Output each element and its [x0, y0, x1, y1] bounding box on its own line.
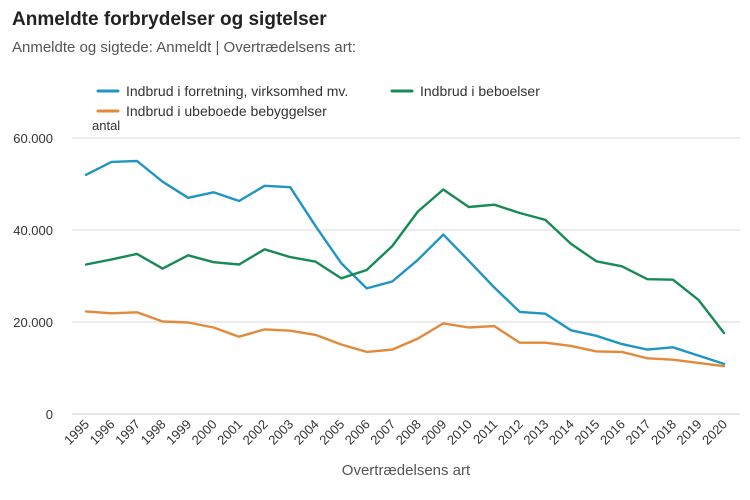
legend-label: Indbrud i forretning, virksomhed mv.: [126, 83, 348, 99]
chart-title: Anmeldte forbrydelser og sigtelser: [12, 9, 327, 30]
legend-label: Indbrud i beboelser: [420, 83, 540, 99]
x-tick-label: 2019: [674, 417, 705, 448]
x-tick-label: 2001: [214, 417, 245, 448]
series-lines: [84, 159, 726, 368]
x-tick-label: 2012: [495, 417, 526, 448]
legend-item-2[interactable]: Indbrud i beboelser: [390, 83, 540, 99]
x-tick-label: 2005: [316, 417, 347, 448]
x-tick-label: 2017: [623, 417, 654, 448]
x-axis-ticks: 1995199619971998199920002001200220032004…: [61, 417, 730, 448]
x-tick-label: 2018: [648, 417, 679, 448]
x-tick-label: 2020: [699, 417, 730, 448]
x-tick-label: 2009: [418, 417, 449, 448]
y-tick-label: 40.000: [13, 223, 53, 238]
x-tick-label: 2002: [240, 417, 271, 448]
x-tick-label: 2003: [265, 417, 296, 448]
series-line-1[interactable]: [84, 159, 726, 366]
y-tick-label: 20.000: [13, 315, 53, 330]
x-tick-label: 2014: [546, 417, 577, 448]
legend[interactable]: Indbrud i forretning, virksomhed mv. Indb…: [96, 83, 540, 119]
x-tick-label: 2011: [470, 417, 500, 447]
x-tick-label: 1998: [138, 417, 169, 448]
x-tick-label: 2004: [291, 417, 322, 448]
x-tick-label: 2010: [444, 417, 475, 448]
x-tick-label: 1997: [112, 417, 143, 448]
y-tick-label: 0: [46, 407, 53, 422]
legend-item-1[interactable]: Indbrud i forretning, virksomhed mv.: [96, 83, 348, 99]
x-tick-label: 1996: [87, 417, 118, 448]
legend-item-3[interactable]: Indbrud i ubeboede bebyggelser: [96, 103, 327, 119]
legend-label: Indbrud i ubeboede bebyggelser: [126, 103, 327, 119]
series-line-2[interactable]: [84, 188, 726, 335]
x-tick-label: 2008: [393, 417, 424, 448]
y-tick-label: 60.000: [13, 131, 53, 146]
y-axis-ticks: 0 20.000 40.000 60.000: [13, 131, 53, 422]
x-tick-label: 1999: [163, 417, 194, 448]
x-tick-label: 2007: [367, 417, 398, 448]
x-tick-label: 2016: [597, 417, 628, 448]
x-axis-title: Overtrædelsens art: [342, 462, 471, 479]
x-tick-label: 2013: [520, 417, 551, 448]
x-tick-label: 1995: [61, 417, 92, 448]
y-axis-unit-label: antal: [92, 118, 120, 133]
series-line-3[interactable]: [84, 310, 726, 368]
x-tick-label: 2000: [189, 417, 220, 448]
x-tick-label: 2015: [571, 417, 602, 448]
chart-subtitle: Anmeldte og sigtede: Anmeldt | Overtræde…: [12, 39, 356, 56]
x-tick-label: 2006: [342, 417, 373, 448]
